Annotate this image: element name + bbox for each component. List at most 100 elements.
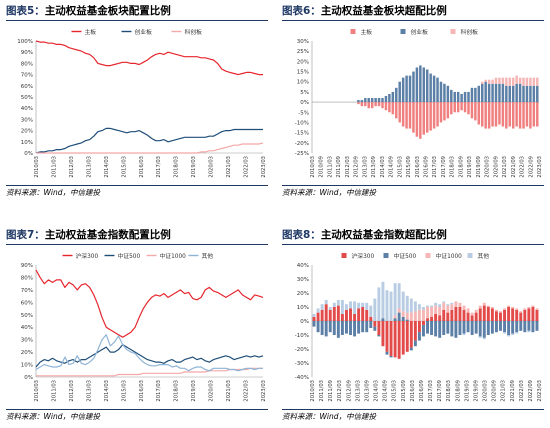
bar-0 [415,102,419,137]
bar-2 [525,77,529,86]
panel-title: 图表7：主动权益基金指数配置比例 [6,228,268,245]
bar-3 [361,302,365,307]
y-tick-label: -40% [295,375,309,381]
bar-1 [522,85,525,103]
x-tick-label: 2020/03 [209,380,215,402]
figure-label: 图表8： [282,229,321,241]
x-tick-label: 2013/09 [371,156,377,178]
x-tick-label: 2016/09 [424,156,430,178]
bar-0 [401,321,405,355]
bar-1 [377,335,381,337]
y-tick-label: 0% [300,319,309,325]
legend-label-2: 科创板 [461,28,479,36]
bar-1 [336,321,340,338]
y-tick-label: 10% [297,80,309,86]
bar-3 [515,332,519,334]
legend-swatch-3 [467,253,473,258]
bar-0 [425,102,429,133]
y-tick-label: 40% [21,106,33,112]
bar-2 [442,302,446,310]
bar-0 [531,307,535,321]
bar-1 [395,87,398,103]
legend-swatch-0 [341,253,347,258]
bar-2 [487,79,491,84]
x-tick-label: 2019/09 [476,156,482,178]
bar-0 [463,102,467,113]
bar-3 [438,304,442,307]
x-tick-label: 2017/09 [441,156,447,178]
legend-label-3: 其他 [478,252,490,260]
bar-1 [370,98,374,103]
bar-0 [389,321,393,356]
bar-0 [515,102,518,127]
chart-panel-3: 图表7：主动权益基金指数配置比例 沪深300 中证500 中证1000 其他 0% 10%… [6,228,272,428]
bar-0 [332,307,336,321]
bar-0 [365,309,369,321]
legend-label-2: 科创板 [185,28,203,36]
bar-1 [393,318,397,321]
bar-0 [523,309,527,321]
bar-1 [438,321,442,338]
bar-1 [484,81,487,103]
bar-3 [434,302,438,306]
bar-2 [511,307,515,309]
bar-3 [320,304,324,310]
bar-1 [494,83,498,103]
bar-2 [478,305,482,309]
bar-3 [446,304,450,306]
bar-3 [409,298,413,313]
bar-2 [519,311,523,313]
bar-marks [357,65,539,139]
bar-3 [450,302,454,305]
y-tick-label: 50% [21,313,33,319]
figure-title: 主动权益基金指数配置比例 [44,229,171,241]
bar-0 [381,102,384,109]
x-tick-label: 2012/09 [354,156,360,178]
bar-0 [320,309,324,321]
bar-2 [481,81,484,84]
bar-0 [525,102,529,127]
bar-0 [484,102,487,129]
bar-1 [439,81,443,103]
bar-1 [507,321,511,335]
chart-legend: 沪深300 中证500 中证1000 其他 [341,252,490,260]
bar-0 [443,102,446,121]
bar-1 [460,93,463,103]
bar-1 [412,71,415,103]
x-tick-label: 2018/03 [174,380,180,402]
bar-1 [365,321,369,333]
bar-2 [522,77,525,86]
bar-0 [453,102,456,113]
legend-label-1: 中证500 [394,252,417,260]
bar-1 [422,325,425,337]
bar-3 [442,301,446,303]
y-tick-label: -15% [295,131,309,137]
bar-2 [507,305,511,307]
bar-1 [527,321,531,331]
bar-1 [374,98,377,103]
x-tick-label: 2012/03 [69,380,75,402]
x-tick-label: 2016/03 [415,156,421,178]
bar-1 [511,85,515,103]
y-tick-label: 25% [297,49,309,55]
x-tick-label: 2020/03 [483,380,489,402]
bar-1 [429,73,432,103]
y-tick-label: 50% [21,95,33,101]
x-tick-label: 2010/03 [310,156,316,178]
bar-0 [413,321,417,341]
bar-0 [478,308,482,321]
bar-0 [384,102,388,111]
bar-0 [498,102,501,125]
bar-1 [430,321,434,335]
bar-0 [446,312,450,321]
bar-2 [523,308,527,310]
x-tick-label: 2020/09 [492,380,498,402]
y-tick-label: -20% [295,347,309,353]
bar-0 [385,321,389,352]
bar-0 [364,102,367,107]
bar-2 [474,309,478,313]
bar-0 [367,102,370,109]
bar-1 [398,81,401,103]
bar-1 [385,351,389,355]
bar-3 [332,302,336,307]
